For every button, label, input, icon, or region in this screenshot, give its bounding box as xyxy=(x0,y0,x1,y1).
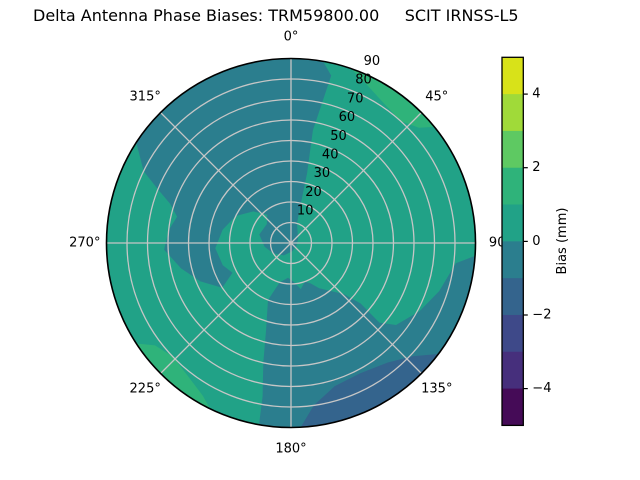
colorbar-band--3--2 xyxy=(502,314,524,353)
angular-tick-label-90: 90 xyxy=(489,236,506,251)
colorbar-band-3-4 xyxy=(502,94,524,132)
radial-tick-label-40: 40 xyxy=(322,148,339,163)
radial-tick-label-10: 10 xyxy=(297,204,314,219)
colorbar-band-0-1 xyxy=(502,204,524,242)
colorbar-band--4--3 xyxy=(502,351,524,390)
radial-tick-label-30: 30 xyxy=(314,166,331,181)
colorbar-tick-label-4: 4 xyxy=(532,87,540,102)
angular-tick-label-0: 0° xyxy=(284,29,299,44)
radial-tick-label-60: 60 xyxy=(339,110,356,125)
colorbar-tick-label--2: −2 xyxy=(532,308,551,323)
angular-tick-label-180: 180° xyxy=(275,442,306,457)
colorbar-band-4-5 xyxy=(502,57,524,95)
polar-outline xyxy=(105,57,477,429)
polar-grid-spoke-45 xyxy=(290,112,422,244)
colorbar-axis-label: Bias (mm) xyxy=(555,208,570,275)
polar-grid-spoke-225 xyxy=(160,242,292,374)
colorbar: 4 2 0 −2 −4 Bias (mm) xyxy=(501,56,570,427)
radial-tick-label-50: 50 xyxy=(330,129,347,144)
angular-tick-labels: 0° 45° 90 135° 180° 225° 270° 315° xyxy=(69,29,505,456)
radial-tick-label-20: 20 xyxy=(305,185,322,200)
colorbar-tick-label-0: 0 xyxy=(532,234,540,249)
colorbar-band--5--4 xyxy=(502,388,524,426)
colorbar-band--1-0 xyxy=(502,241,524,279)
angular-tick-label-270: 270° xyxy=(69,236,100,251)
radial-tick-label-70: 70 xyxy=(347,91,364,106)
angular-tick-label-45: 45° xyxy=(425,90,448,105)
bias-region-neg2-neg1-south-edge xyxy=(300,354,439,428)
radial-tick-labels: 10 20 30 40 50 60 70 80 90 xyxy=(297,54,380,219)
colorbar-tick-label-2: 2 xyxy=(532,160,540,175)
polar-grid-spoke-135 xyxy=(290,242,422,374)
angular-tick-label-315: 315° xyxy=(130,90,161,105)
angular-tick-label-225: 225° xyxy=(130,381,161,396)
colorbar-band-1-2 xyxy=(502,167,524,206)
angular-tick-label-135: 135° xyxy=(421,381,452,396)
radial-tick-label-80: 80 xyxy=(355,73,372,88)
polar-grid xyxy=(106,58,476,428)
colorbar-tick-label--4: −4 xyxy=(532,381,551,396)
bias-region-neg1-0-northwest xyxy=(136,58,332,288)
radial-tick-label-90: 90 xyxy=(364,54,381,69)
polar-grid-spoke-315 xyxy=(160,112,292,244)
bias-region-1-2-northeast-edge xyxy=(351,68,435,128)
colorbar-band-2-3 xyxy=(502,130,524,169)
bias-region-1-2-southwest-edge xyxy=(136,343,211,409)
colorbar-band--2--1 xyxy=(502,278,524,316)
